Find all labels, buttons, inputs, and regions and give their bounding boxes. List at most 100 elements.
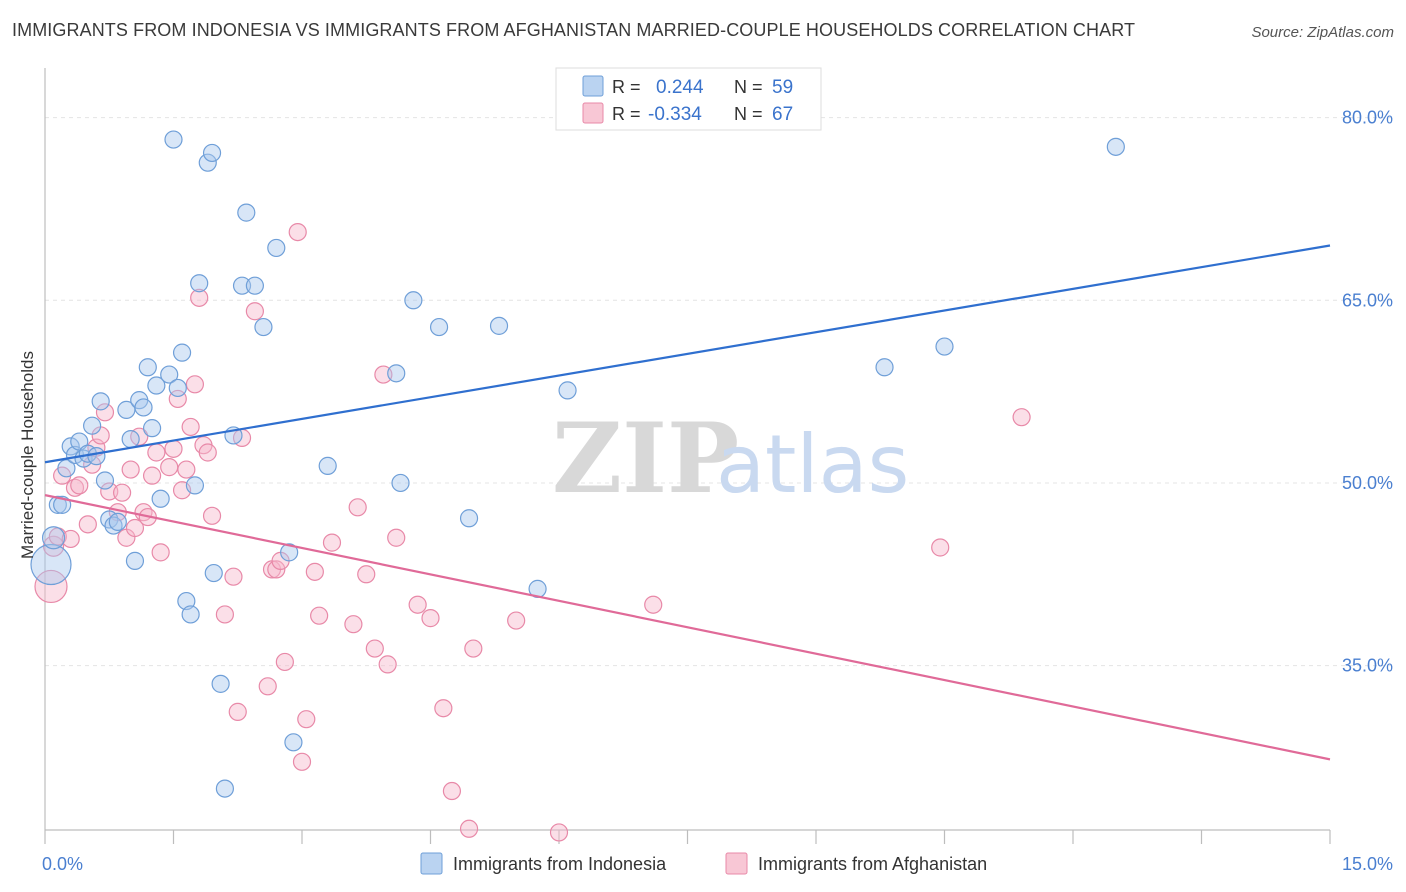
data-point-indonesia <box>61 437 80 456</box>
y-tick-label: 50.0% <box>1342 473 1393 493</box>
y-axis-label: Married-couple Households <box>18 351 37 559</box>
chart-title: IMMIGRANTS FROM INDONESIA VS IMMIGRANTS … <box>12 20 1136 40</box>
data-point-indonesia <box>147 376 166 395</box>
data-point-indonesia <box>108 512 127 532</box>
legend-n-label-1: N = <box>734 77 763 97</box>
data-point-indonesia <box>57 459 76 478</box>
data-point-afghanistan <box>644 595 663 614</box>
data-point-indonesia <box>254 317 273 337</box>
x-tick-label: 0.0% <box>42 854 83 874</box>
data-point-afghanistan <box>151 543 170 562</box>
data-point-afghanistan <box>348 498 367 517</box>
data-point-afghanistan <box>434 699 453 718</box>
data-point-afghanistan <box>181 417 200 437</box>
data-point-afghanistan <box>202 506 222 525</box>
data-point-indonesia <box>185 476 205 495</box>
data-point-indonesia <box>875 358 894 377</box>
axes <box>44 68 1331 844</box>
source-label: Source: ZipAtlas.com <box>1251 24 1394 41</box>
legend-label-indonesia: Immigrants from Indonesia <box>453 854 667 874</box>
legend-swatch-afghanistan-bottom <box>725 852 748 875</box>
legend-r-value-1: 0.244 <box>656 77 704 98</box>
data-point-afghanistan <box>70 476 89 495</box>
data-point-afghanistan <box>387 528 406 547</box>
data-point-indonesia <box>181 605 200 624</box>
data-point-afghanistan <box>121 460 140 479</box>
data-point-indonesia <box>387 364 406 383</box>
data-point-afghanistan <box>61 529 80 549</box>
data-point-indonesia <box>558 381 577 400</box>
y-tick-label: 80.0% <box>1342 108 1393 128</box>
trend-lines <box>44 244 1331 761</box>
y-tick-label: 65.0% <box>1342 290 1393 310</box>
data-point-indonesia <box>202 143 222 163</box>
data-point-indonesia <box>160 365 179 384</box>
data-point-indonesia <box>134 398 153 417</box>
data-point-indonesia <box>284 733 303 752</box>
data-point-indonesia <box>1106 137 1125 156</box>
data-point-afghanistan <box>147 443 166 462</box>
data-point-indonesia <box>211 674 230 693</box>
data-point-afghanistan <box>378 655 397 674</box>
legend-swatch-indonesia-bottom <box>420 852 443 875</box>
data-point-indonesia <box>280 543 299 562</box>
data-point-afghanistan <box>549 823 569 842</box>
data-point-afghanistan <box>464 639 483 658</box>
trend-line-afghanistan <box>44 494 1331 761</box>
legend-label-afghanistan: Immigrants from Afghanistan <box>758 854 987 874</box>
data-point-indonesia <box>95 471 115 490</box>
data-point-afghanistan <box>224 567 243 586</box>
legend-r-label-2: R = <box>612 104 641 124</box>
data-point-afghanistan <box>275 652 294 672</box>
data-point-indonesia <box>91 392 110 411</box>
data-point-afghanistan <box>292 752 312 771</box>
x-tick-labels: 0.0% 15.0% <box>42 854 1393 874</box>
legend-swatch-afghanistan <box>582 102 604 124</box>
data-point-afghanistan <box>34 569 68 604</box>
data-point-indonesia <box>177 591 196 611</box>
data-point-afghanistan <box>288 222 307 242</box>
data-point-afghanistan <box>322 533 342 552</box>
data-point-afghanistan <box>228 702 247 721</box>
data-point-indonesia <box>168 378 187 398</box>
watermark-zip: ZIP <box>552 402 739 515</box>
data-point-afghanistan <box>100 482 119 501</box>
data-point-indonesia <box>164 130 183 149</box>
y-tick-label: 35.0% <box>1342 656 1393 676</box>
data-point-indonesia <box>215 779 234 798</box>
data-point-afghanistan <box>344 615 363 634</box>
series-legend: Immigrants from Indonesia Immigrants fro… <box>420 852 987 875</box>
data-point-afghanistan <box>177 460 196 479</box>
data-point-indonesia <box>232 276 252 295</box>
data-point-afghanistan <box>421 609 440 628</box>
data-point-afghanistan <box>125 518 145 538</box>
data-point-indonesia <box>87 447 106 466</box>
legend-r-label-1: R = <box>612 77 641 97</box>
data-point-afghanistan <box>215 605 234 624</box>
data-point-indonesia <box>172 343 192 362</box>
data-point-indonesia <box>391 473 410 493</box>
data-point-afghanistan <box>267 560 286 579</box>
data-point-indonesia <box>459 509 479 528</box>
data-point-afghanistan <box>507 611 526 630</box>
data-point-indonesia <box>318 456 337 475</box>
data-point-indonesia <box>204 563 223 583</box>
data-point-indonesia <box>121 430 140 449</box>
data-point-afghanistan <box>365 639 384 658</box>
data-point-afghanistan <box>198 443 217 462</box>
watermark-atlas: atlas <box>716 418 909 511</box>
data-point-indonesia <box>125 551 145 570</box>
data-point-indonesia <box>237 203 256 222</box>
correlation-legend: R = 0.244 N = 59 R = -0.334 N = 67 <box>555 67 822 131</box>
data-point-indonesia <box>489 316 509 335</box>
data-point-afghanistan <box>408 595 427 614</box>
data-point-afghanistan <box>310 606 329 625</box>
data-point-indonesia <box>267 238 286 258</box>
trend-line-indonesia <box>44 244 1331 464</box>
legend-r-value-2: -0.334 <box>648 104 702 125</box>
data-point-afghanistan <box>78 515 97 534</box>
legend-n-value-2: 67 <box>772 104 793 125</box>
data-point-afghanistan <box>160 458 179 477</box>
data-point-afghanistan <box>357 565 376 584</box>
